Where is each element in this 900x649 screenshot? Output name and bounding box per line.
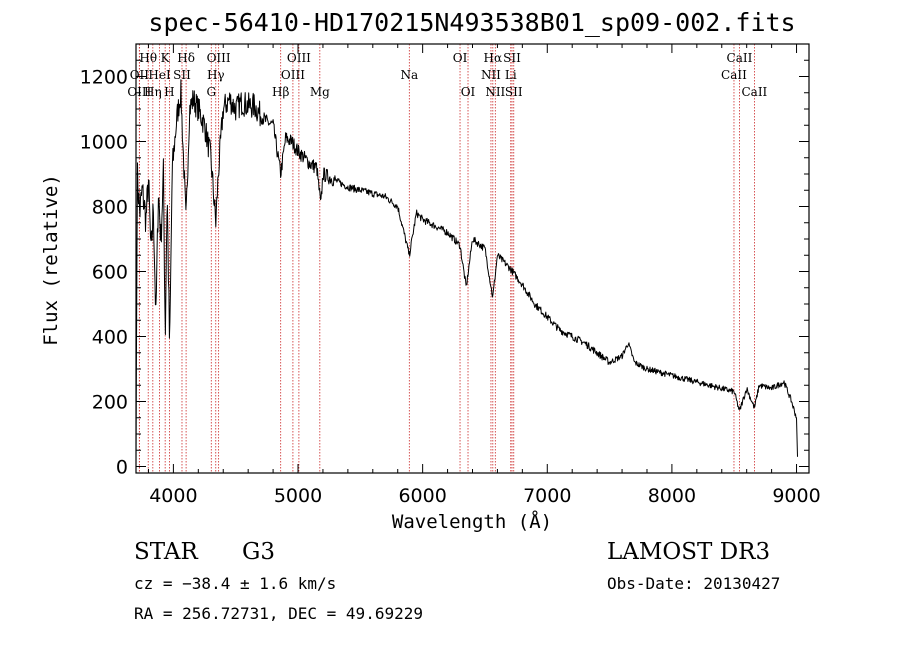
line-label: Mg [310,85,330,99]
y-axis-label: Flux (relative) [40,174,62,346]
line-label: OIII [281,68,305,82]
line-label: CaII [727,51,753,65]
y-tick-label: 1200 [80,67,128,89]
x-tick-label: 6000 [398,485,446,507]
line-label: Hη [144,85,162,99]
plot-frame [135,43,810,474]
y-tick-label: 0 [116,457,128,479]
line-label: OI [453,51,468,65]
spectrum-line [135,79,798,461]
line-label: OIII [127,85,151,99]
object-class: STAR [134,539,198,565]
line-label: Hβ [272,85,289,99]
coordinates: RA = 256.72731, DEC = 49.69229 [134,604,423,623]
line-label: SII [173,68,191,82]
x-tick-label: 9000 [772,485,820,507]
y-tick-label: 200 [92,392,128,414]
line-label: Hδ [177,51,195,65]
line-label: K [161,51,171,65]
x-tick-label: 8000 [648,485,696,507]
line-label: CaII [741,85,767,99]
line-label: Hα [484,51,503,65]
line-label: H [164,85,174,99]
line-label: SII [503,51,521,65]
line-label: OI [461,85,476,99]
line-label: OIII [207,51,231,65]
line-label: Hθ [139,51,157,65]
line-label: NII [481,68,501,82]
line-label: OIII [287,51,311,65]
line-label: OII [130,68,150,82]
chart-title: spec-56410-HD170215N493538B01_sp09-002.f… [148,8,795,37]
line-label: G [206,85,216,99]
axis-ticks: 4000 5000 6000 7000 8000 9000 0 200 400 600 800 100… [80,44,821,507]
x-tick-label: 5000 [274,485,322,507]
redshift-value: cz = −38.4 ± 1.6 km/s [134,574,336,593]
spectrum-plot [135,79,798,461]
y-tick-label: 600 [92,262,128,284]
observation-date: Obs-Date: 20130427 [607,574,780,593]
spectral-subclass: G3 [242,539,275,565]
x-tick-label: 7000 [523,485,571,507]
line-label: Li [505,68,517,82]
x-axis-label: Wavelength (Å) [392,510,552,533]
line-label: SII [505,85,523,99]
line-label: NII [485,85,505,99]
survey-name: LAMOST DR3 [607,539,770,565]
y-tick-label: 800 [92,197,128,219]
y-tick-label: 1000 [80,132,128,154]
x-tick-label: 4000 [149,485,197,507]
y-tick-label: 400 [92,327,128,349]
line-label: Na [400,68,418,82]
line-label: Hγ [207,68,225,82]
line-label: CaII [721,68,747,82]
emission-line-markers [138,44,755,473]
line-label: HeI [148,68,171,82]
